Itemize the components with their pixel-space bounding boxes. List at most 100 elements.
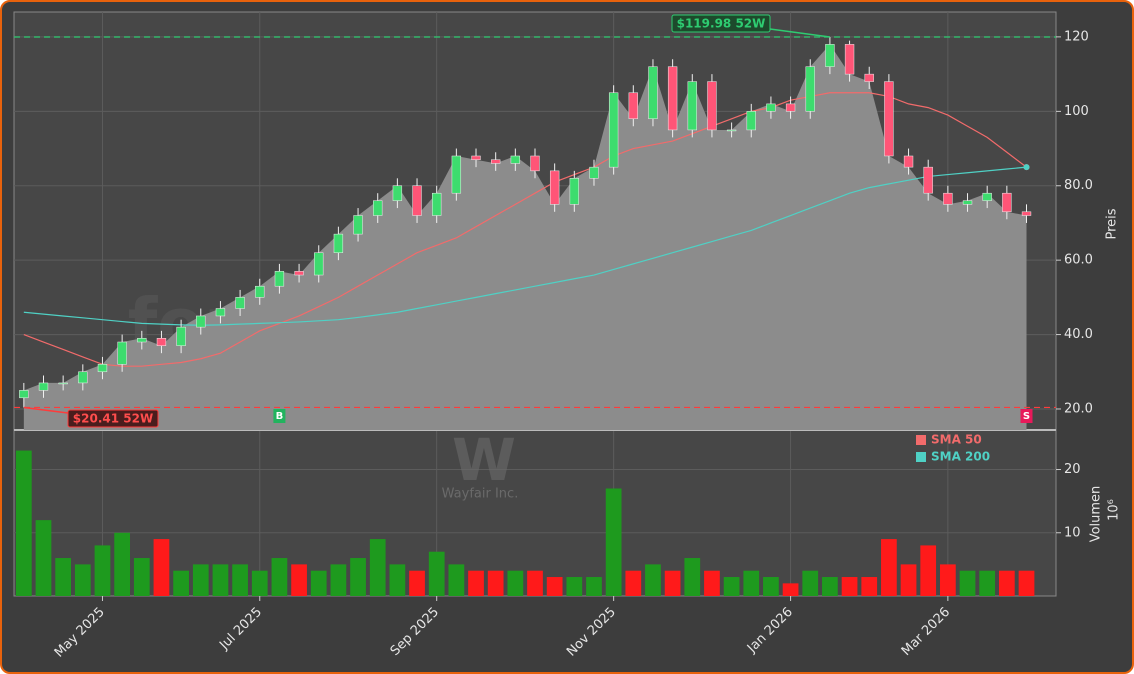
volume-bar [900,564,917,596]
volume-bar [271,558,288,596]
x-tick-label: Jul 2025 [216,605,265,654]
volume-bar [782,583,799,596]
close-area [23,44,1027,430]
candle-body [589,166,599,179]
y-tick-label: 100 [1064,104,1089,119]
candle-body [294,271,304,276]
volume-bar [605,488,622,596]
volume-bar [822,577,838,596]
candle-body [373,200,383,216]
candle-body [766,103,776,112]
volume-bar [114,532,130,596]
volume-bar [153,539,170,596]
signal-box [1020,409,1033,423]
volume-bar [330,564,347,596]
volume-bar [74,564,91,596]
candle-body [19,390,29,399]
candle-body [97,364,108,373]
x-tick-label: Nov 2025 [564,605,619,660]
candle-body [687,81,697,131]
candle-body [608,92,619,168]
candle-body [510,155,521,164]
candle-body [923,166,933,194]
volume-bar [704,570,720,596]
volume-bar [763,577,779,596]
candle-body [962,200,973,205]
high-label: $119.98 52W [677,17,766,31]
volume-bar [291,564,307,596]
volume-bar [212,564,229,596]
candle-body [78,371,88,384]
x-tick-label: Sep 2025 [388,605,442,659]
candle-body [569,178,579,205]
x-tick-label: Jan 2026 [744,605,796,657]
signal-label: S [1023,411,1030,422]
legend-label: SMA 50 [931,433,982,447]
candle-body [864,73,874,82]
candle-body [648,66,658,120]
volume-bar [310,570,327,596]
y2-tick-label: 20 [1064,462,1081,477]
volume-bar [586,577,602,596]
volume-bar [468,570,484,596]
volume-bar [369,539,386,596]
candle-body [549,170,560,205]
volume-bar [998,570,1015,596]
candle-body [726,129,737,132]
y-tick-label: 60.0 [1064,253,1093,268]
signal-label: B [276,411,284,422]
volume-bar [35,520,52,596]
y-label: Preis [1105,208,1120,239]
candle-body [943,192,953,205]
volume-bar [389,564,406,596]
volume-bar [192,564,209,596]
legend-swatch [916,435,926,445]
volume-bar [1018,570,1035,596]
high-label-box [671,14,771,33]
volume-bar [15,450,32,596]
high-arrow [769,28,831,38]
low-arrow [23,406,69,414]
candle-body [38,382,49,391]
volume-bar [232,564,248,596]
candle-body [353,215,363,235]
volume-bar [979,570,996,596]
candle-body [746,111,756,131]
y-tick-label: 80.0 [1064,178,1093,193]
company: Wayfair Inc. [442,487,519,502]
volume-bar [251,570,268,596]
candle-body [255,285,265,298]
candle-body [1002,192,1012,213]
volume-bar [684,558,701,596]
volume-bar [527,570,543,596]
volume-bar [645,564,661,596]
y2-label: Volumen [1089,486,1104,543]
candle-body [392,185,403,201]
candle-body [274,271,285,287]
candle-body [628,92,638,120]
volume-bar [546,577,563,596]
x-tick-label: Mar 2026 [899,605,953,659]
volume-bar [55,558,72,596]
candle-body [176,326,186,346]
volume-bar [841,577,858,596]
legend-swatch [916,452,926,462]
sma-line [23,92,1027,367]
volume-bar [94,545,111,596]
volume-bar [940,564,956,596]
volume-bar [743,570,760,596]
candle-body [982,192,992,201]
volume-bar [173,570,189,596]
candle-body [530,155,540,172]
candle-body [137,338,147,343]
volume-bar [566,577,583,596]
volume-bar [487,570,504,596]
volume-bar [428,551,445,596]
volume-bar [507,570,524,596]
candle-body [884,81,894,157]
candle-body [491,159,501,164]
sma-line [23,166,1027,326]
logo: W [452,426,516,494]
